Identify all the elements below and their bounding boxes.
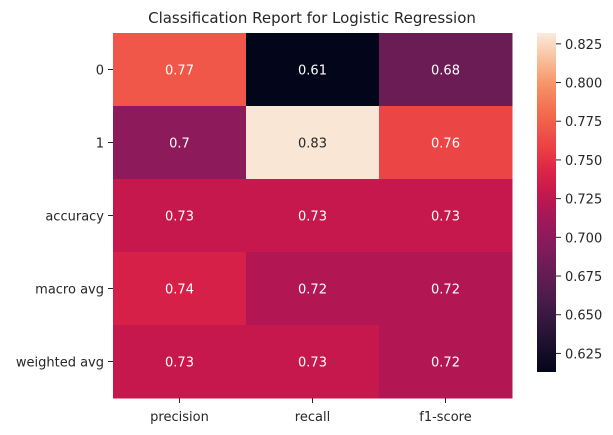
heatmap-cell [246, 106, 380, 180]
colorbar-tick-label: 0.750 [565, 154, 602, 169]
colorbar [537, 33, 556, 372]
y-tick-label: weighted avg [16, 356, 104, 371]
y-tick-label: 1 [96, 137, 104, 152]
x-tick-label: precision [150, 410, 209, 425]
chart-title: Classification Report for Logistic Regre… [148, 9, 476, 27]
cell-annotation: 0.76 [431, 137, 460, 152]
cell-annotation: 0.73 [165, 210, 194, 225]
heatmap-cell [246, 33, 380, 107]
cell-annotation: 0.74 [165, 283, 194, 298]
heatmap-cell [379, 325, 513, 399]
colorbar-tick-label: 0.800 [565, 77, 602, 92]
cell-annotation: 0.73 [165, 356, 194, 371]
colorbar-tick-label: 0.775 [565, 115, 602, 130]
colorbar-tick-label: 0.700 [565, 231, 602, 246]
cell-annotation: 0.68 [431, 64, 460, 79]
cell-annotation: 0.77 [165, 64, 194, 79]
x-tick-label: recall [295, 410, 330, 425]
heatmap-cell [379, 179, 513, 253]
colorbar-tick-label: 0.625 [565, 347, 602, 362]
cell-annotation: 0.61 [298, 64, 327, 79]
heatmap-cell [246, 252, 380, 326]
colorbar-tick-label: 0.675 [565, 270, 602, 285]
cell-annotation: 0.72 [431, 356, 460, 371]
heatmap-cell [113, 33, 247, 107]
cell-annotation: 0.72 [431, 283, 460, 298]
heatmap-cell [246, 179, 380, 253]
cell-annotation: 0.73 [298, 356, 327, 371]
cell-annotation: 0.73 [431, 210, 460, 225]
y-tick-label: 0 [96, 64, 104, 79]
heatmap-cell [246, 325, 380, 399]
heatmap-cell [379, 33, 513, 107]
heatmap-cell [379, 106, 513, 180]
cell-annotation: 0.72 [298, 283, 327, 298]
y-tick-label: macro avg [35, 283, 104, 298]
x-tick-label: f1-score [419, 410, 471, 425]
colorbar-tick-label: 0.825 [565, 38, 602, 53]
heatmap-cell [113, 179, 247, 253]
heatmap-cell [113, 325, 247, 399]
colorbar-tick-label: 0.725 [565, 193, 602, 208]
cell-annotation: 0.83 [298, 137, 327, 152]
y-tick-label: accuracy [45, 210, 104, 225]
cell-annotation: 0.73 [298, 210, 327, 225]
heatmap-cell [113, 106, 247, 180]
heatmap-cell [113, 252, 247, 326]
heatmap-cell [379, 252, 513, 326]
cell-annotation: 0.7 [169, 137, 190, 152]
colorbar-tick-label: 0.650 [565, 309, 602, 324]
